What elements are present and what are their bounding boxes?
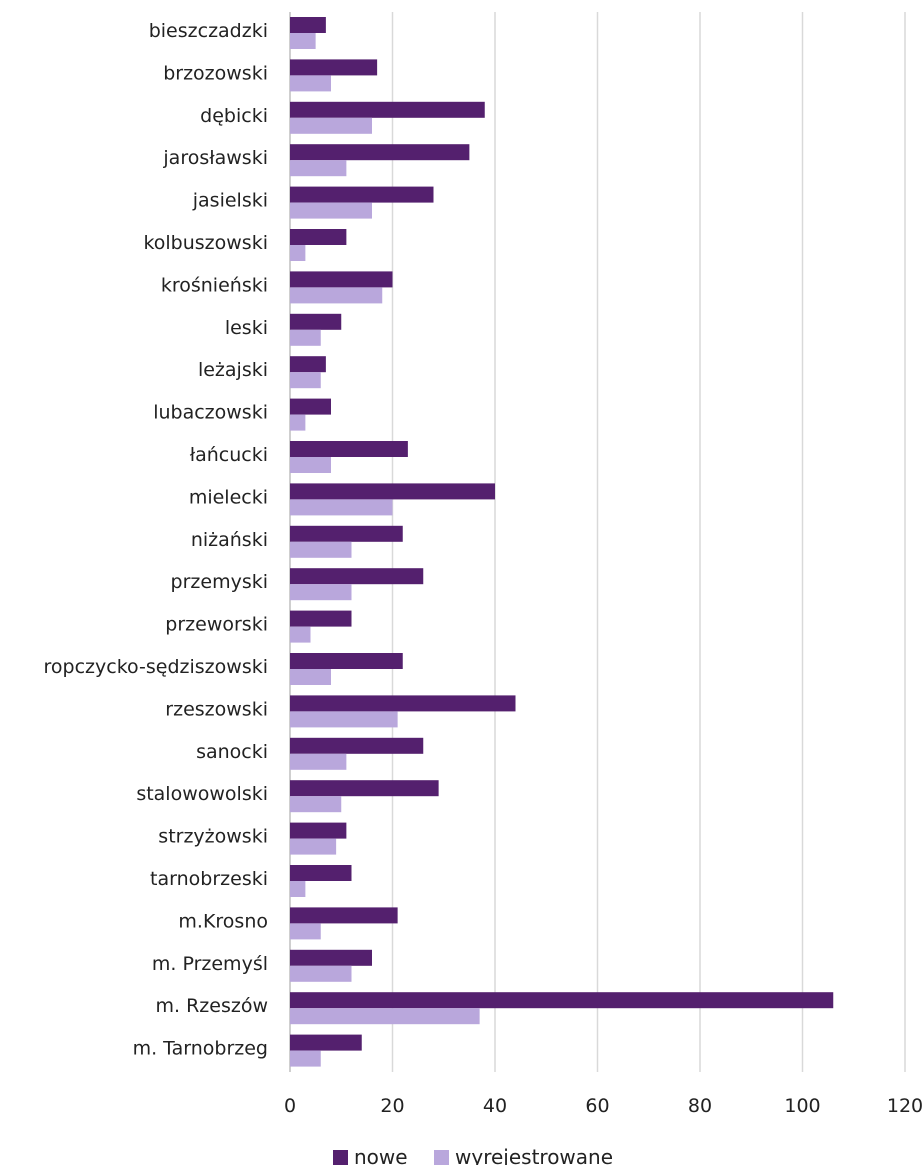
category-label: m.Krosno — [178, 910, 268, 932]
category-label: krośnieński — [161, 274, 268, 296]
x-tick-label: 60 — [585, 1095, 609, 1117]
bar-nowe — [290, 610, 352, 627]
bar-nowe — [290, 737, 424, 754]
category-label: przeworski — [165, 614, 268, 636]
bar-nowe — [290, 907, 398, 924]
bar-wyrejestrowane — [290, 753, 347, 770]
category-label: sanocki — [196, 741, 268, 763]
bar-nowe — [290, 780, 439, 797]
category-label: leski — [225, 317, 268, 339]
bar-wyrejestrowane — [290, 117, 372, 134]
x-tick-label: 120 — [887, 1095, 923, 1117]
category-label: m. Tarnobrzeg — [133, 1038, 268, 1060]
category-label: przemyski — [171, 571, 268, 593]
category-label: stalowowolski — [136, 783, 268, 805]
bar-nowe — [290, 822, 347, 839]
category-label: łańcucki — [190, 444, 268, 466]
x-tick-labels: 0 20 40 60 80 100 120 — [284, 1095, 923, 1117]
bar-nowe — [290, 441, 408, 457]
bar-nowe — [290, 568, 424, 585]
bar-wyrejestrowane — [290, 202, 372, 219]
x-tick-label: 80 — [688, 1095, 712, 1117]
category-label: ropczycko-sędziszowski — [44, 656, 268, 678]
bar-nowe — [290, 992, 834, 1009]
category-label: strzyżowski — [158, 826, 268, 848]
category-label: bieszczadzki — [149, 20, 268, 42]
bar-nowe — [290, 949, 372, 966]
bar-nowe — [290, 313, 342, 330]
bar-wyrejestrowane — [290, 160, 347, 177]
bar-wyrejestrowane — [290, 669, 331, 685]
bar-nowe — [290, 1034, 362, 1051]
category-label: kolbuszowski — [143, 232, 268, 254]
bar-nowe — [290, 144, 470, 161]
bar-nowe — [290, 229, 347, 245]
bar-wyrejestrowane — [290, 796, 342, 813]
legend-swatch-wyrejestrowane — [434, 1150, 449, 1165]
bar-nowe — [290, 186, 434, 203]
bar-wyrejestrowane — [290, 923, 321, 940]
bar-wyrejestrowane — [290, 457, 331, 473]
category-label: jarosławski — [162, 147, 268, 169]
bar-nowe — [290, 59, 378, 76]
bar-nowe — [290, 695, 516, 712]
bar-wyrejestrowane — [290, 329, 321, 346]
bar-wyrejestrowane — [290, 414, 306, 431]
category-label: lubaczowski — [153, 402, 268, 424]
bar-wyrejestrowane — [290, 1050, 321, 1067]
bar-nowe — [290, 525, 403, 542]
x-tick-label: 100 — [784, 1095, 820, 1117]
bar-nowe — [290, 356, 326, 373]
bar-wyrejestrowane — [290, 245, 306, 261]
x-tick-label: 40 — [483, 1095, 507, 1117]
category-labels: bieszczadzki brzozowski dębicki jarosławski… — [44, 20, 268, 1060]
bar-nowe — [290, 271, 393, 288]
category-label: niżański — [191, 529, 268, 551]
category-label: rzeszowski — [165, 698, 268, 720]
bar-wyrejestrowane — [290, 711, 398, 728]
category-label: dębicki — [200, 105, 268, 127]
bar-wyrejestrowane — [290, 287, 383, 304]
x-tick-label: 20 — [380, 1095, 404, 1117]
bar-wyrejestrowane — [290, 838, 337, 855]
legend-label-wyrejestrowane: wyrejestrowane — [455, 1145, 613, 1165]
x-tick-label: 0 — [284, 1095, 296, 1117]
category-label: leżajski — [198, 359, 268, 381]
category-label: m. Rzeszów — [156, 995, 269, 1017]
category-label: tarnobrzeski — [150, 868, 268, 890]
bar-nowe — [290, 865, 352, 881]
bar-wyrejestrowane — [290, 372, 321, 389]
bar-nowe — [290, 17, 326, 33]
category-label: brzozowski — [163, 62, 268, 84]
category-label: m. Przemyśl — [152, 953, 268, 975]
legend: nowe wyrejestrowane — [333, 1145, 613, 1165]
bar-wyrejestrowane — [290, 33, 316, 49]
bar-wyrejestrowane — [290, 584, 352, 601]
bar-wyrejestrowane — [290, 626, 311, 643]
bar-nowe — [290, 398, 331, 415]
legend-swatch-nowe — [333, 1150, 348, 1165]
bar-nowe — [290, 483, 495, 500]
bar-nowe — [290, 653, 403, 669]
legend-label-nowe: nowe — [354, 1145, 408, 1165]
category-label: mielecki — [189, 486, 268, 508]
bar-nowe — [290, 101, 485, 118]
bar-wyrejestrowane — [290, 1008, 480, 1025]
bar-wyrejestrowane — [290, 965, 352, 982]
bar-wyrejestrowane — [290, 881, 306, 897]
bar-wyrejestrowane — [290, 75, 331, 92]
bar-wyrejestrowane — [290, 541, 352, 558]
bars — [290, 17, 834, 1067]
category-label: jasielski — [192, 190, 268, 212]
bar-wyrejestrowane — [290, 499, 393, 516]
